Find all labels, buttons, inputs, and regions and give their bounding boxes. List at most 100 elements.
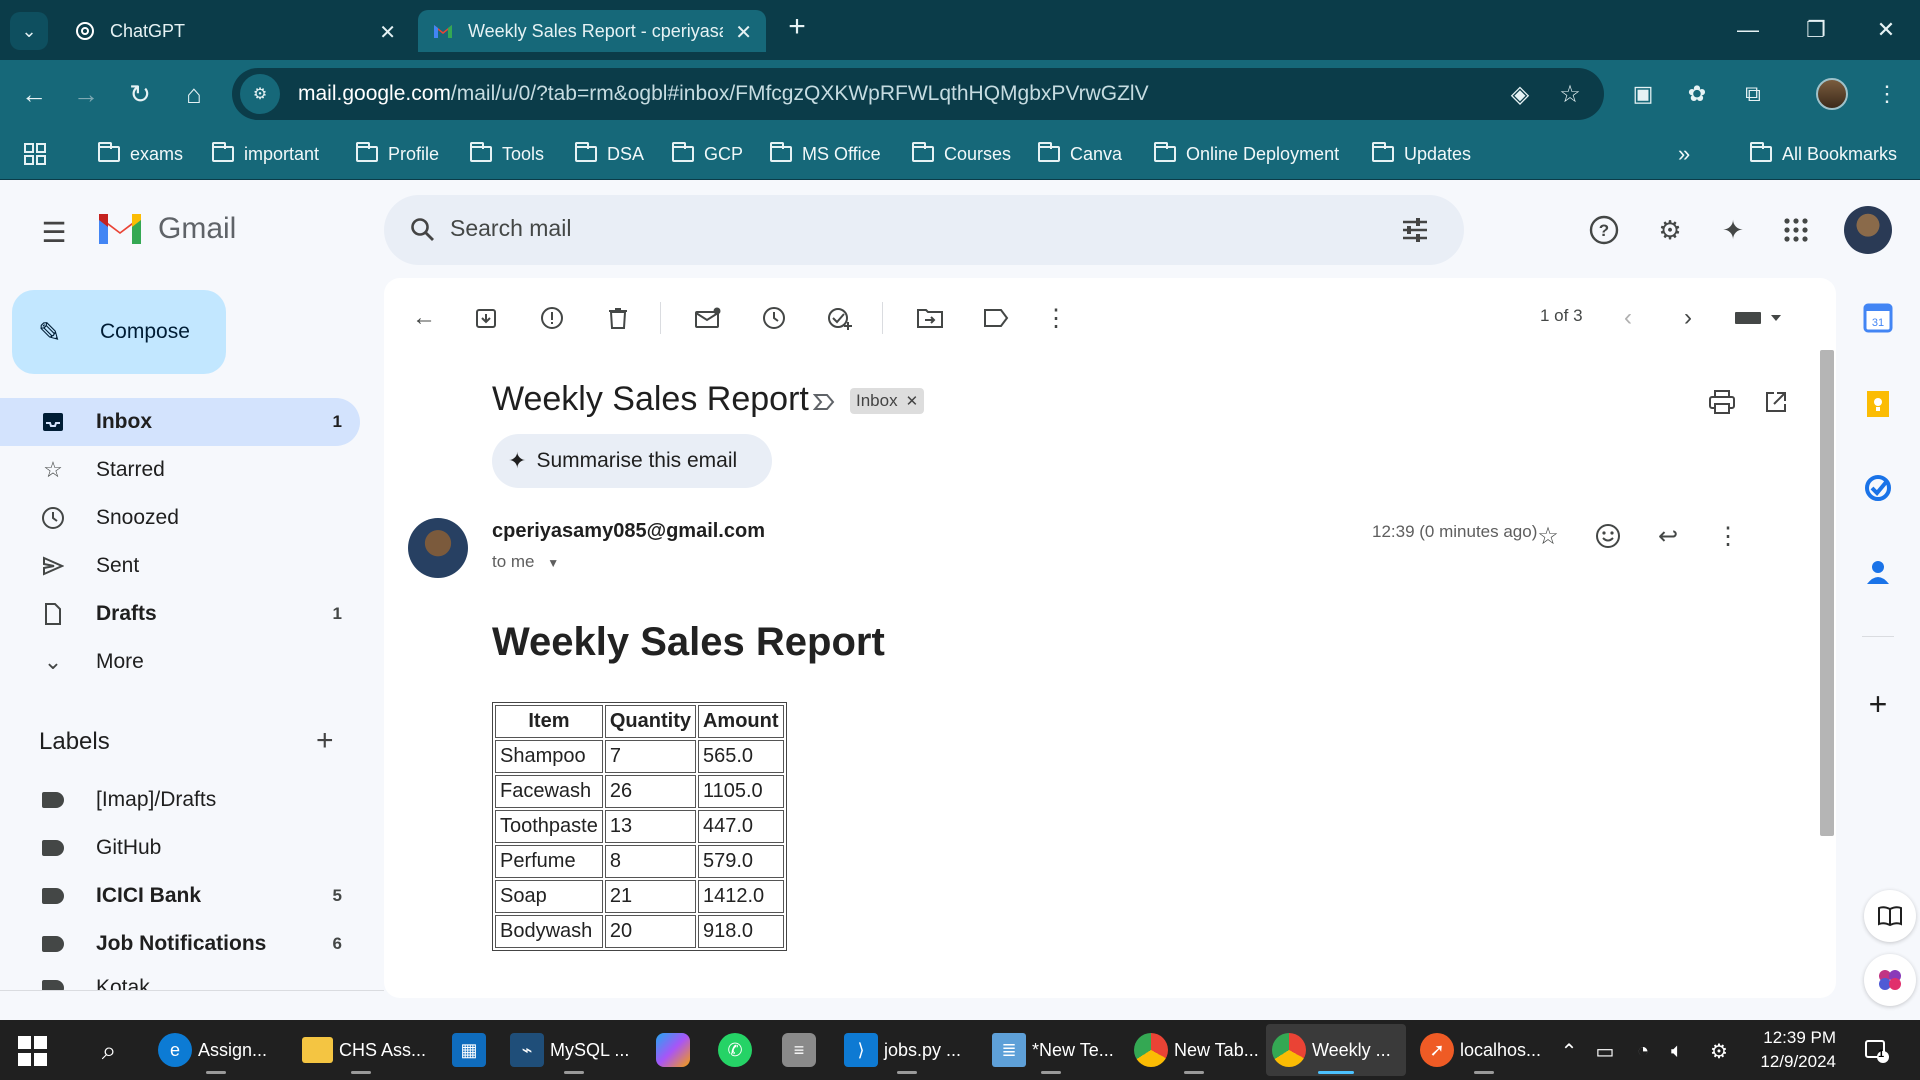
get-addons-icon[interactable]: + <box>1868 685 1888 722</box>
bookmark-folder[interactable]: Updates <box>1372 138 1471 170</box>
bookmark-folder[interactable]: Courses <box>912 138 1011 170</box>
taskbar-app[interactable]: ➚ localhos... <box>1414 1024 1554 1076</box>
more-actions-icon[interactable]: ⋮ <box>1044 304 1068 332</box>
recipients-toggle[interactable]: to me ▼ <box>492 552 560 571</box>
snooze-icon[interactable] <box>754 298 794 338</box>
reply-icon[interactable]: ↩ <box>1657 522 1679 550</box>
scrollbar-thumb[interactable] <box>1820 350 1834 836</box>
nav-more[interactable]: ⌄ More <box>0 638 360 686</box>
move-to-icon[interactable] <box>910 298 950 338</box>
back-to-inbox-icon[interactable]: ← <box>412 304 436 331</box>
gemini-spark-icon[interactable]: ✦ <box>1722 214 1744 245</box>
tab-chatgpt[interactable]: ChatGPT ✕ <box>60 10 410 52</box>
label-item[interactable]: [Imap]/Drafts <box>0 776 360 824</box>
settings-gear-icon[interactable]: ⚙ <box>1658 214 1682 245</box>
compose-button[interactable]: ✎ Compose <box>12 290 226 374</box>
battery-icon[interactable]: ▭ <box>1595 1040 1615 1063</box>
taskbar-clock[interactable]: 12:39 PM 12/9/2024 <box>1760 1028 1836 1071</box>
labels-icon[interactable] <box>976 298 1016 338</box>
bookmark-folder[interactable]: MS Office <box>770 138 881 170</box>
close-tab-icon[interactable]: ✕ <box>735 22 752 44</box>
home-icon[interactable]: ⌂ <box>186 78 202 109</box>
search-icon[interactable] <box>406 213 440 247</box>
bookmark-folder[interactable]: Canva <box>1038 138 1122 170</box>
contacts-icon[interactable] <box>1860 554 1896 590</box>
new-tab-icon[interactable]: + <box>788 10 806 43</box>
emoji-react-icon[interactable] <box>1590 518 1626 554</box>
archive-icon[interactable] <box>466 298 506 338</box>
tab-search-chevron-icon[interactable]: ⌄ <box>10 12 48 50</box>
minimize-icon[interactable]: — <box>1737 17 1759 42</box>
sender-email[interactable]: cperiyasamy085@gmail.com <box>492 520 765 542</box>
url-text[interactable]: mail.google.com/mail/u/0/?tab=rm&ogbl#in… <box>298 82 1149 105</box>
wifi-icon[interactable]: ◔ <box>1636 1039 1650 1062</box>
bookmark-folder[interactable]: Online Deployment <box>1154 138 1339 170</box>
back-icon[interactable]: ← <box>21 78 47 109</box>
taskbar-app[interactable]: New Tab... <box>1128 1024 1260 1076</box>
nav-starred[interactable]: ☆ Starred <box>0 446 360 494</box>
bookmark-folder[interactable]: important <box>212 138 319 170</box>
apps-grid-icon[interactable] <box>24 138 46 170</box>
taskbar-app[interactable] <box>650 1024 706 1076</box>
star-icon[interactable]: ☆ <box>1537 522 1559 550</box>
nav-snoozed[interactable]: Snoozed <box>0 494 360 542</box>
bookmark-folder[interactable]: exams <box>98 138 183 170</box>
browser-menu-icon[interactable]: ⋮ <box>1876 81 1898 106</box>
close-tab-icon[interactable]: ✕ <box>379 22 396 44</box>
more-options-icon[interactable]: ⋮ <box>1716 522 1740 550</box>
windows-start-icon[interactable] <box>18 1036 48 1066</box>
label-item[interactable]: ICICI Bank 5 <box>0 872 360 920</box>
mark-unread-icon[interactable] <box>688 298 728 338</box>
forward-icon[interactable]: → <box>73 78 99 109</box>
tasks-icon[interactable] <box>1860 470 1896 506</box>
taskbar-app-active[interactable]: Weekly ... <box>1266 1024 1406 1076</box>
older-chevron-icon[interactable]: › <box>1684 304 1692 331</box>
volume-icon[interactable]: 🔈︎ <box>1671 1039 1683 1062</box>
search-bar[interactable]: Search mail <box>384 195 1464 265</box>
taskbar-search-icon[interactable]: ⌕ <box>101 1035 117 1065</box>
bookmark-folder[interactable]: Profile <box>356 138 439 170</box>
bookmark-folder[interactable]: DSA <box>575 138 644 170</box>
delete-icon[interactable] <box>598 298 638 338</box>
restore-icon[interactable]: ❐ <box>1806 17 1826 42</box>
taskbar-app[interactable]: ⌁ MySQL ... <box>504 1024 644 1076</box>
taskbar-app[interactable]: ⟩ jobs.py ... <box>838 1024 976 1076</box>
tray-chevron-up-icon[interactable]: ⌃ <box>1560 1040 1578 1063</box>
bookmark-folder[interactable]: Tools <box>470 138 544 170</box>
google-apps-icon[interactable] <box>1776 210 1816 250</box>
taskbar-app[interactable]: e Assign... <box>152 1024 280 1076</box>
settings-gear-icon[interactable]: ⚙ <box>1710 1040 1728 1063</box>
bookmark-folder[interactable]: GCP <box>672 138 743 170</box>
browser-profile-avatar[interactable] <box>1816 78 1848 110</box>
close-window-icon[interactable]: ✕ <box>1876 17 1896 42</box>
nav-drafts[interactable]: Drafts 1 <box>0 590 360 638</box>
open-new-window-icon[interactable] <box>1758 384 1794 420</box>
bookmark-star-icon[interactable]: ☆ <box>1559 80 1581 108</box>
label-item[interactable]: Kotak <box>0 968 360 990</box>
extensions-puzzle-icon[interactable]: ⧉ <box>1745 81 1761 106</box>
importance-marker-icon[interactable] <box>810 388 838 416</box>
remove-label-icon[interactable]: ✕ <box>905 393 919 410</box>
search-options-icon[interactable] <box>1398 213 1432 247</box>
print-icon[interactable] <box>1704 384 1740 420</box>
reader-book-icon[interactable] <box>1864 890 1916 942</box>
notification-icon[interactable]: 1 <box>1862 1036 1892 1066</box>
add-to-tasks-icon[interactable] <box>820 298 860 338</box>
extension-brain-icon[interactable]: ✿ <box>1687 81 1707 106</box>
all-bookmarks[interactable]: All Bookmarks <box>1750 138 1897 170</box>
site-info-icon[interactable]: ⚙ <box>240 74 280 114</box>
taskbar-app[interactable]: ▦ <box>446 1024 502 1076</box>
calendar-icon[interactable]: 31 <box>1860 300 1896 336</box>
gmail-logo[interactable]: Gmail <box>96 210 236 248</box>
newer-chevron-icon[interactable]: ‹ <box>1624 304 1632 331</box>
address-bar[interactable]: ⚙ mail.google.com/mail/u/0/?tab=rm&ogbl#… <box>232 68 1604 120</box>
lens-icon[interactable]: ◈ <box>1510 80 1530 108</box>
nav-sent[interactable]: Sent <box>0 542 360 590</box>
summarise-email-button[interactable]: ✦ Summarise this email <box>492 434 772 488</box>
sender-avatar[interactable] <box>408 518 468 578</box>
account-avatar[interactable] <box>1844 206 1892 254</box>
reload-icon[interactable]: ↻ <box>129 78 151 109</box>
nav-inbox[interactable]: Inbox 1 <box>0 398 360 446</box>
label-item[interactable]: GitHub <box>0 824 360 872</box>
keep-icon[interactable] <box>1860 386 1896 422</box>
